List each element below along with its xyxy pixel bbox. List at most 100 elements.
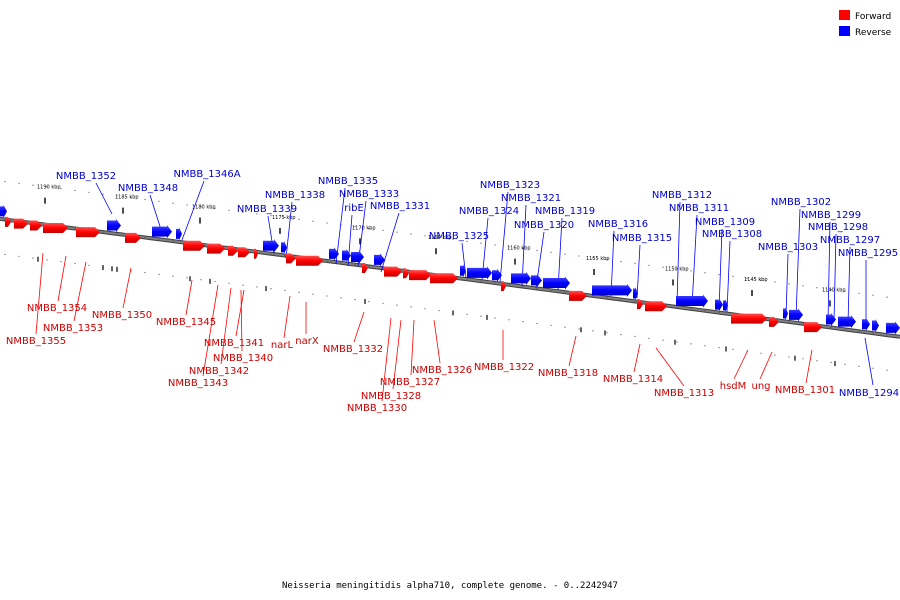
leader-line: [410, 319, 415, 376]
track-dot: [410, 233, 412, 235]
gene-label-nmbb_1319: NMBB_1319: [535, 206, 595, 217]
reverse-gene-arrow: [351, 250, 364, 264]
reverse-gene-arrow: [176, 227, 182, 241]
gene-label-nmbb_1321: NMBB_1321: [501, 193, 561, 204]
track-dot: [158, 273, 160, 275]
track-dot: [662, 339, 664, 341]
track-dot: [18, 182, 20, 184]
leader-line: [785, 253, 789, 317]
track-dot: [368, 300, 370, 303]
label-leader-lines: [35, 180, 874, 402]
leader-line: [759, 351, 773, 380]
gene-label-nmbb_1318: NMBB_1318: [538, 368, 598, 379]
reverse-gene-arrow: [152, 225, 172, 239]
track-dot: [774, 354, 776, 356]
track-dot: [270, 288, 272, 290]
gene-label-nmbb_1320: NMBB_1320: [514, 220, 574, 231]
forward-gene-arrow: [731, 313, 767, 324]
track-dot: [550, 251, 552, 253]
track-dot: [858, 330, 860, 332]
track-dot: [144, 271, 146, 274]
reverse-gene-arrow: [467, 266, 492, 280]
track-dot: [844, 290, 846, 292]
leader-line: [847, 246, 851, 325]
gene-label-nmbb_1341: NMBB_1341: [204, 338, 264, 349]
reverse-gene-arrow: [723, 298, 728, 312]
track-dot: [634, 335, 636, 337]
track-dot: [872, 294, 874, 296]
track-dot: [578, 255, 580, 257]
track-dot: [326, 222, 328, 224]
gene-label-nmbb_1302: NMBB_1302: [771, 197, 831, 208]
track-dot: [536, 322, 538, 325]
tick-label: 1165 kbp: [428, 235, 452, 241]
track-dot: [620, 299, 622, 301]
track-dot: [606, 332, 608, 334]
leader-line: [833, 233, 837, 323]
leader-line: [335, 187, 346, 265]
track-dot: [200, 279, 202, 281]
leader-line: [521, 204, 527, 287]
track-dot: [564, 253, 566, 255]
track-dot: [718, 312, 720, 314]
forward-gene-arrow: [296, 255, 323, 266]
track-dot: [802, 323, 804, 325]
leader-line: [392, 319, 402, 390]
track-dot: [620, 261, 622, 263]
leader-line: [568, 335, 577, 367]
reverse-gene-arrow: [511, 271, 531, 285]
tick-label: 1145 kbp: [744, 277, 768, 283]
track-dot: [326, 260, 328, 262]
reverse-gene-arrow: [715, 298, 723, 312]
forward-gene-arrow: [76, 227, 100, 238]
track-dot: [186, 204, 188, 206]
track-dot: [340, 262, 342, 264]
track-dot: [872, 332, 874, 334]
reverse-gene-arrow: [281, 240, 287, 254]
track-dot: [690, 270, 692, 272]
gene-label-nmbb_1314: NMBB_1314: [603, 374, 663, 385]
leader-line: [285, 201, 293, 259]
leader-line: [235, 289, 245, 337]
gene-label-nmbb_1299: NMBB_1299: [801, 210, 861, 221]
tick-label: 1170 kbp: [352, 225, 376, 231]
track-dot: [564, 326, 566, 328]
track-dot: [382, 229, 384, 231]
track-dot: [256, 286, 258, 288]
gene-arrows: [0, 204, 900, 335]
forward-gene-arrow: [637, 299, 643, 310]
gene-label-nmbb_1328: NMBB_1328: [361, 391, 421, 402]
gene-label-nmbb_1325: NMBB_1325: [429, 231, 489, 242]
forward-gene-arrow: [43, 222, 68, 233]
track-dot: [886, 369, 888, 371]
gene-label-nmbb_1315: NMBB_1315: [612, 233, 672, 244]
gene-label-nmbb_1326: NMBB_1326: [412, 365, 472, 376]
gene-label-nmbb_1298: NMBB_1298: [808, 222, 868, 233]
track-dot: [172, 202, 174, 204]
gene-label-nmbb_1345: NMBB_1345: [156, 317, 216, 328]
track-dot: [60, 188, 62, 190]
gene-label-nmbb_1333: NMBB_1333: [339, 189, 399, 200]
forward-gene-arrow: [403, 268, 409, 279]
track-dot: [102, 193, 104, 195]
track-dot: [144, 236, 146, 239]
reverse-gene-arrow: [592, 283, 632, 297]
reverse-gene-arrow: [531, 273, 542, 287]
track-dot: [718, 347, 720, 349]
track-dot: [522, 248, 524, 250]
reverse-gene-arrow: [329, 247, 339, 261]
track-dot: [480, 280, 482, 282]
track-dot: [466, 240, 468, 242]
track-dot: [438, 310, 440, 312]
track-dot: [396, 231, 398, 233]
track-dot: [74, 189, 76, 192]
forward-gene-arrow: [238, 247, 250, 258]
track-dot: [368, 227, 370, 230]
forward-gene-arrow: [228, 245, 238, 256]
track-dot: [844, 328, 846, 330]
reverse-gene-arrow: [826, 313, 836, 327]
leader-line: [283, 295, 291, 339]
gene-label-nmbb_1352: NMBB_1352: [56, 171, 116, 182]
track-dot: [816, 287, 818, 289]
